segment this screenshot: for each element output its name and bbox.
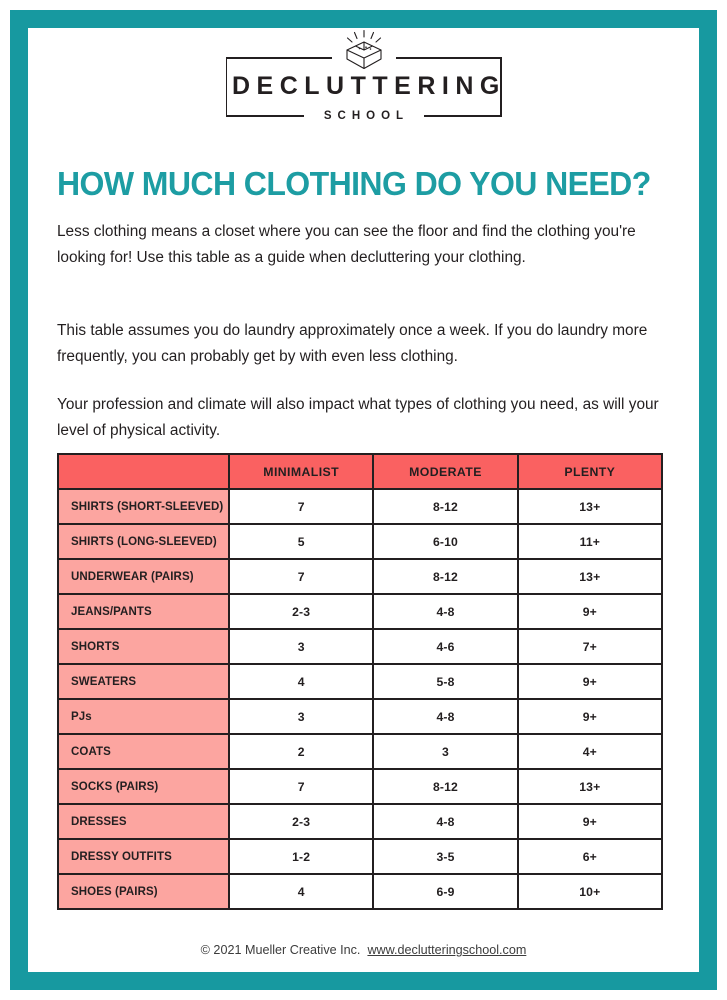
cell-moderate: 4-8 [372,698,519,735]
table-row: SHIRTS (LONG-SLEEVED) 5 6-10 11+ [57,523,663,560]
cell-moderate: 5-8 [372,663,519,700]
logo-frame-left [225,57,228,117]
intro-paragraph-2: This table assumes you do laundry approx… [57,322,648,365]
cell-plenty: 11+ [516,523,663,560]
cell-minimalist: 5 [227,523,375,560]
cell-minimalist: 7 [227,768,375,805]
cell-plenty: 13+ [516,488,663,525]
footer: © 2021 Mueller Creative Inc. www.declutt… [28,943,699,957]
open-box-icon [345,29,382,70]
cell-minimalist: 4 [227,873,375,910]
logo-lockup: DECLUTTERING SCHOOL [225,29,506,124]
cell-plenty: 9+ [516,803,663,840]
cell-minimalist: 7 [227,488,375,525]
table-corner-cell [57,453,230,490]
table-row: SWEATERS 4 5-8 9+ [57,663,663,700]
row-label: SHIRTS (LONG-SLEEVED) [57,523,230,560]
cell-plenty: 7+ [516,628,663,665]
logo-frame-right [499,57,502,117]
table-row: DRESSES 2-3 4-8 9+ [57,803,663,840]
website-link[interactable]: www.declutteringschool.com [367,943,527,957]
row-label: DRESSES [57,803,230,840]
cell-moderate: 3-5 [372,838,519,875]
cell-moderate: 4-8 [372,803,519,840]
table-row: SOCKS (PAIRS) 7 8-12 13+ [57,768,663,805]
row-label: SWEATERS [57,663,230,700]
cell-moderate: 8-12 [372,558,519,595]
cell-plenty: 10+ [516,873,663,910]
cell-plenty: 4+ [516,733,663,770]
cell-moderate: 6-10 [372,523,519,560]
row-label: COATS [57,733,230,770]
table-row: SHOES (PAIRS) 4 6-9 10+ [57,873,663,910]
cell-minimalist: 2-3 [227,803,375,840]
column-header-plenty: PLENTY [516,453,663,490]
intro-paragraph-3: Your profession and climate will also im… [57,396,659,439]
table-row: DRESSY OUTFITS 1-2 3-5 6+ [57,838,663,875]
clothing-guide-table-wrap: MINIMALIST MODERATE PLENTY SHIRTS (SHORT… [57,453,663,910]
table-row: JEANS/PANTS 2-3 4-8 9+ [57,593,663,630]
cell-moderate: 6-9 [372,873,519,910]
logo-wordmark: DECLUTTERING [232,72,506,100]
cell-minimalist: 2 [227,733,375,770]
cell-minimalist: 3 [227,698,375,735]
cell-minimalist: 4 [227,663,375,700]
cell-minimalist: 3 [227,628,375,665]
clothing-guide-table: MINIMALIST MODERATE PLENTY SHIRTS (SHORT… [57,453,663,910]
row-label: DRESSY OUTFITS [57,838,230,875]
table-body: SHIRTS (SHORT-SLEEVED) 7 8-12 13+ SHIRTS… [57,488,663,910]
table-row: SHORTS 3 4-6 7+ [57,628,663,665]
table-head: MINIMALIST MODERATE PLENTY [57,453,663,490]
row-label: PJs [57,698,230,735]
cell-moderate: 8-12 [372,488,519,525]
logo-frame-bottom-right [415,115,502,117]
table-row: COATS 2 3 4+ [57,733,663,770]
cell-moderate: 4-6 [372,628,519,665]
logo-subtitle: SCHOOL [303,108,424,124]
cell-minimalist: 1-2 [227,838,375,875]
row-label: SHIRTS (SHORT-SLEEVED) [57,488,230,525]
table-row: UNDERWEAR (PAIRS) 7 8-12 13+ [57,558,663,595]
logo-frame-bottom-left [225,115,312,117]
page-title: HOW MUCH CLOTHING DO YOU NEED? [57,165,651,203]
brand-logo: DECLUTTERING SCHOOL [28,28,699,124]
cell-plenty: 13+ [516,558,663,595]
row-label: SHOES (PAIRS) [57,873,230,910]
page-content: DECLUTTERING SCHOOL HOW MUCH CLOTHING DO… [28,28,699,972]
cell-minimalist: 7 [227,558,375,595]
row-label: SOCKS (PAIRS) [57,768,230,805]
logo-frame-top-left [225,57,332,59]
row-label: SHORTS [57,628,230,665]
cell-plenty: 9+ [516,593,663,630]
column-header-moderate: MODERATE [372,453,519,490]
table-row: PJs 3 4-8 9+ [57,698,663,735]
intro-paragraph-1: Less clothing means a closet where you c… [57,223,636,266]
table-row: SHIRTS (SHORT-SLEEVED) 7 8-12 13+ [57,488,663,525]
cell-plenty: 13+ [516,768,663,805]
copyright-text: © 2021 Mueller Creative Inc. [200,943,361,957]
row-label: JEANS/PANTS [57,593,230,630]
cell-moderate: 4-8 [372,593,519,630]
cell-minimalist: 2-3 [227,593,375,630]
cell-plenty: 6+ [516,838,663,875]
row-label: UNDERWEAR (PAIRS) [57,558,230,595]
column-header-minimalist: MINIMALIST [227,453,375,490]
cell-moderate: 8-12 [372,768,519,805]
table-header-row: MINIMALIST MODERATE PLENTY [57,453,663,490]
cell-plenty: 9+ [516,663,663,700]
cell-moderate: 3 [372,733,519,770]
cell-plenty: 9+ [516,698,663,735]
logo-frame-top-right [395,57,502,59]
